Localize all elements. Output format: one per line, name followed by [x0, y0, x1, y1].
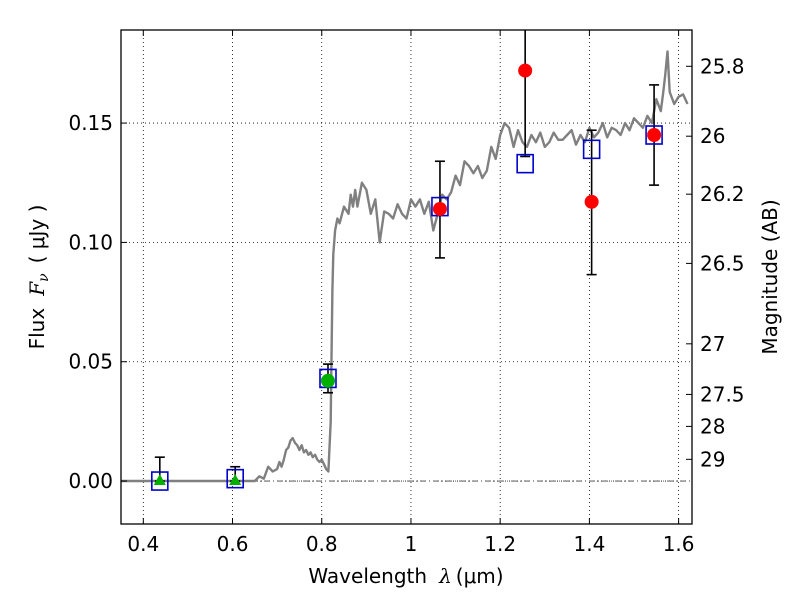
detection-point: [647, 128, 662, 143]
y-tick-label: 0.05: [68, 350, 113, 374]
y-axis-title: Flux Fν ( μJy ): [25, 205, 52, 350]
non-detection-triangle: [229, 474, 242, 486]
detection-point: [320, 373, 335, 388]
x-tick-label: 0.8: [306, 532, 338, 556]
x-axis-title: Wavelength λ (μm): [308, 564, 503, 588]
detection-point: [584, 194, 599, 209]
model-photometry-square: [516, 153, 534, 174]
x-tick-label: 1.6: [663, 532, 695, 556]
magnitude-tick-label: 26: [700, 124, 725, 148]
model-photometry-square: [582, 139, 601, 160]
magnitude-tick-label: 27.5: [700, 382, 745, 406]
plot-frame: [120, 29, 693, 525]
x-tick-label: 1.2: [484, 532, 516, 556]
magnitude-tick-label: 26.2: [700, 182, 745, 206]
y-tick-label: 0.00: [68, 469, 113, 493]
magnitude-tick-label: 29: [700, 447, 725, 471]
magnitude-tick-label: 25.8: [700, 54, 745, 78]
x-axis-title-symbol: λ: [438, 564, 452, 588]
y-axis-title-subscript: ν: [36, 273, 52, 282]
x-tick-label: 1.4: [573, 532, 605, 556]
magnitude-tick-label: 28: [700, 414, 725, 438]
y-axis-title-symbol: F: [25, 281, 49, 297]
magnitude-tick-label: 26.5: [700, 251, 745, 275]
x-tick-label: 1: [405, 532, 418, 556]
x-axis-ticks: 0.4 0.6 0.8 1 1.2 1.4 1.6: [127, 30, 695, 556]
magnitude-axis-title: Magnitude (AB): [758, 199, 782, 354]
magnitude-axis-ticks: 25.8 26 26.2 26.5 27 27.5 28 29: [686, 54, 745, 471]
detection-point: [518, 63, 533, 78]
model-photometry-square: [645, 125, 663, 145]
detection-point: [432, 201, 447, 216]
magnitude-tick-label: 27: [700, 332, 725, 356]
x-axis-title-prefix: Wavelength: [308, 564, 427, 588]
data-markers: [151, 63, 663, 491]
y-tick-label: 0.10: [68, 230, 113, 254]
sed-model-layer: [121, 50, 689, 483]
y-axis-title-prefix: Flux: [25, 308, 49, 350]
y-axis-title-unit: ( μJy ): [25, 205, 49, 264]
model-photometry-square: [151, 471, 169, 491]
x-axis-title-unit: (μm): [456, 564, 504, 588]
model-photometry-square: [226, 468, 244, 489]
sed-model-line: [121, 50, 689, 483]
y-axis-ticks: 0.00 0.05 0.10 0.15: [68, 111, 127, 493]
non-detection-triangle: [153, 474, 166, 486]
x-tick-label: 0.4: [127, 532, 159, 556]
y-tick-label: 0.15: [68, 111, 113, 135]
x-tick-label: 0.6: [217, 532, 249, 556]
